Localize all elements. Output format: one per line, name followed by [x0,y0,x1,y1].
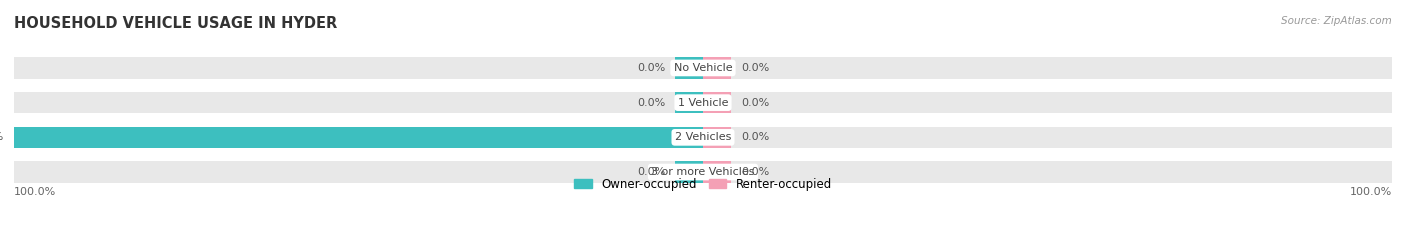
Bar [14,92,1392,113]
Text: 0.0%: 0.0% [741,132,769,142]
Bar [703,57,731,79]
Text: 3 or more Vehicles: 3 or more Vehicles [651,167,755,177]
Bar [14,161,1392,183]
Bar [675,57,703,79]
Bar [14,127,703,148]
Text: No Vehicle: No Vehicle [673,63,733,73]
Text: 0.0%: 0.0% [637,63,665,73]
Bar [703,92,731,113]
Bar [14,57,1392,79]
Bar [703,127,731,148]
Text: 100.0%: 100.0% [0,132,4,142]
Text: Source: ZipAtlas.com: Source: ZipAtlas.com [1281,16,1392,26]
Text: 0.0%: 0.0% [741,98,769,108]
Text: 2 Vehicles: 2 Vehicles [675,132,731,142]
Text: 100.0%: 100.0% [14,187,56,197]
Legend: Owner-occupied, Renter-occupied: Owner-occupied, Renter-occupied [569,173,837,195]
Bar [675,92,703,113]
Bar [14,127,1392,148]
Bar [703,161,731,183]
Text: 0.0%: 0.0% [637,98,665,108]
Text: 100.0%: 100.0% [1350,187,1392,197]
Text: HOUSEHOLD VEHICLE USAGE IN HYDER: HOUSEHOLD VEHICLE USAGE IN HYDER [14,16,337,31]
Text: 0.0%: 0.0% [741,167,769,177]
Text: 0.0%: 0.0% [637,167,665,177]
Bar [675,161,703,183]
Text: 1 Vehicle: 1 Vehicle [678,98,728,108]
Text: 0.0%: 0.0% [741,63,769,73]
